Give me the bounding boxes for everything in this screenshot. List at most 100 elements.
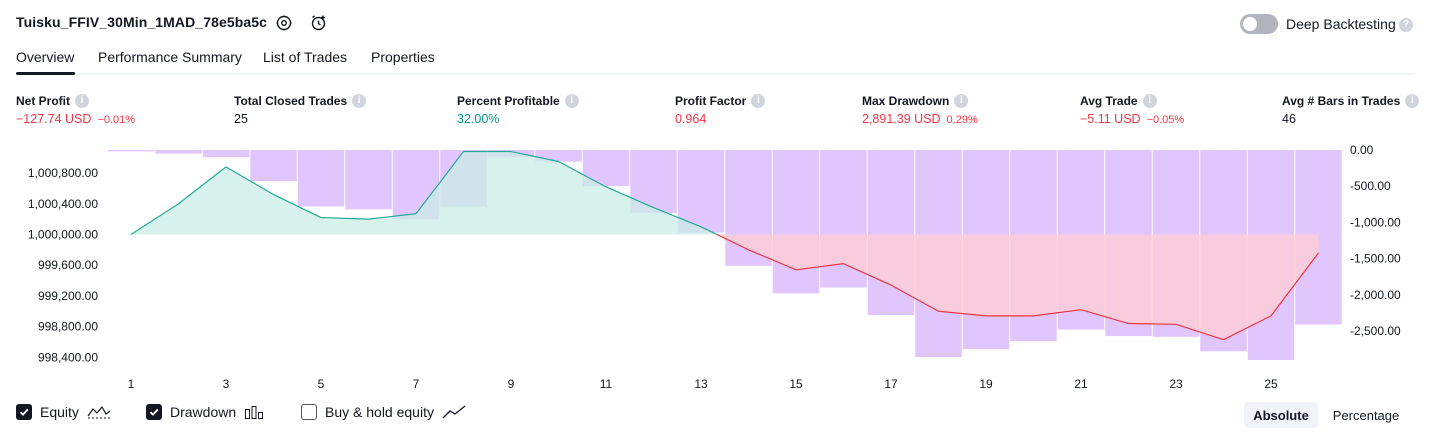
active-tab-indicator: [16, 72, 75, 75]
equity-profit-line: [368, 213, 417, 220]
buy-hold-checkbox[interactable]: [301, 404, 317, 420]
equity-checkbox[interactable]: [16, 404, 32, 420]
equity-loss-area: [748, 234, 796, 270]
right-axis-tick-label: -2,500.00: [1350, 324, 1401, 338]
legend-drawdown[interactable]: Drawdown: [146, 404, 264, 420]
equity-profit-area: [558, 161, 606, 235]
equity-loss-line: [1128, 322, 1177, 325]
percentage-mode-button[interactable]: Percentage: [1332, 407, 1400, 423]
stat-value: 25: [234, 112, 248, 126]
equity-loss-area: [891, 234, 939, 312]
right-axis-tick-label: -1,500.00: [1350, 252, 1401, 266]
equity-loss-area: [986, 234, 1034, 316]
drawdown-bar: [202, 150, 250, 158]
equity-profit-line: [510, 150, 559, 163]
tab-overview[interactable]: Overview: [16, 49, 75, 65]
add-alert-icon[interactable]: [309, 13, 329, 33]
stat-label: Percent Profitable: [457, 94, 560, 108]
stat-value: 0.964: [675, 112, 707, 126]
right-axis-tick-label: -1,000.00: [1350, 215, 1401, 229]
legend-equity[interactable]: Equity: [16, 404, 111, 420]
absolute-mode-button[interactable]: Absolute: [1244, 402, 1318, 428]
equity-profit-area: [511, 151, 559, 235]
drawdown-bar: [535, 150, 582, 162]
tab-list-of-trades[interactable]: List of Trades: [263, 49, 348, 65]
info-icon[interactable]: i: [564, 94, 579, 108]
stat-label: Avg # Bars in Trades: [1282, 94, 1401, 108]
info-icon[interactable]: i: [1405, 94, 1420, 108]
equity-loss-area: [1033, 234, 1081, 316]
right-axis-tick-label: -2,000.00: [1350, 288, 1401, 302]
x-axis-tick-label: 23: [1169, 377, 1183, 391]
equity-profit-area: [368, 213, 416, 235]
equity-loss-line: [748, 249, 797, 271]
equity-loss-area: [843, 234, 891, 286]
x-axis-tick-label: 25: [1264, 377, 1278, 391]
equity-profit-area: [463, 151, 511, 235]
stat-value: 32.00%: [457, 112, 500, 126]
equity-loss-area: [1081, 234, 1129, 324]
x-axis-tick-label: 15: [789, 377, 803, 391]
left-axis-tick-label: 1,000,800.00: [28, 166, 98, 180]
info-icon[interactable]: i: [1142, 94, 1157, 108]
x-axis-tick-label: 3: [223, 377, 230, 391]
equity-loss-area: [1271, 234, 1319, 316]
equity-loss-line: [1080, 309, 1129, 325]
left-axis-tick-label: 998,400.00: [38, 350, 98, 364]
equity-loss-line: [938, 310, 987, 317]
equity-profit-line: [653, 207, 702, 228]
equity-drawdown-chart: 1,000,800.00 1,000,400.00 1,000,000.00 999,…: [28, 143, 1401, 391]
x-axis-tick-label: 9: [508, 377, 515, 391]
equity-loss-line: [795, 263, 844, 271]
x-axis-tick-label: 21: [1074, 377, 1088, 391]
equity-loss-area: [938, 234, 986, 316]
stat-label: Profit Factor: [675, 94, 747, 108]
equity-profit-line: [605, 186, 654, 209]
deep-backtesting-toggle[interactable]: [1240, 14, 1278, 34]
x-axis-tick-label: 13: [694, 377, 708, 391]
drawdown-bar: [677, 150, 725, 233]
equity-loss-line: [843, 263, 892, 286]
tab-properties[interactable]: Properties: [371, 49, 435, 65]
drawdown-bar: [250, 150, 297, 182]
equity-profit-line: [225, 166, 274, 196]
info-icon[interactable]: i: [954, 94, 969, 108]
help-icon[interactable]: ?: [1399, 18, 1413, 32]
info-icon[interactable]: i: [751, 94, 766, 108]
equity-profit-line: [700, 226, 718, 236]
left-axis-tick-label: 1,000,000.00: [28, 227, 98, 241]
equity-profit-line: [558, 160, 607, 188]
bar-chart-icon: [245, 406, 264, 419]
legend-buy-hold-equity[interactable]: Buy & hold equity: [301, 404, 466, 420]
equity-loss-line: [1033, 309, 1082, 317]
stat-percent: 0.29%: [946, 114, 978, 126]
left-axis-tick-label: 999,600.00: [38, 258, 98, 272]
right-axis-tick-label: 0.00: [1350, 143, 1374, 157]
equity-profit-area: [178, 166, 226, 235]
stat-avg-trade: Avg Trade i −5.11 USD −0.05%: [1080, 94, 1184, 126]
drawdown-checkbox[interactable]: [146, 404, 162, 420]
info-icon[interactable]: i: [352, 94, 367, 108]
equity-loss-line: [1175, 323, 1224, 341]
equity-profit-line: [130, 203, 179, 235]
legend-label: Equity: [40, 404, 79, 420]
info-icon[interactable]: i: [75, 94, 89, 108]
stat-total-closed-trades: Total Closed Trades i 25: [234, 94, 367, 126]
legend-label: Buy & hold equity: [325, 404, 434, 420]
tab-performance-summary[interactable]: Performance Summary: [98, 49, 242, 65]
equity-profit-area: [653, 207, 701, 235]
equity-loss-line: [1270, 252, 1319, 317]
drawdown-bar: [345, 150, 392, 210]
equity-profit-line: [178, 166, 227, 205]
settings-icon[interactable]: [274, 13, 294, 33]
drawdown-bar: [772, 150, 820, 294]
equity-loss-area: [1128, 234, 1176, 325]
tab-divider: [16, 73, 1415, 75]
equity-loss-line: [716, 233, 749, 251]
equity-profit-area: [226, 166, 274, 235]
stat-value: 2,891.39 USD: [862, 112, 941, 126]
x-axis-tick-label: 19: [979, 377, 993, 391]
equity-profit-area: [416, 151, 464, 235]
stat-net-profit: Net Profit i −127.74 USD −0.01%: [16, 94, 135, 126]
equity-profit-area: [606, 186, 654, 235]
